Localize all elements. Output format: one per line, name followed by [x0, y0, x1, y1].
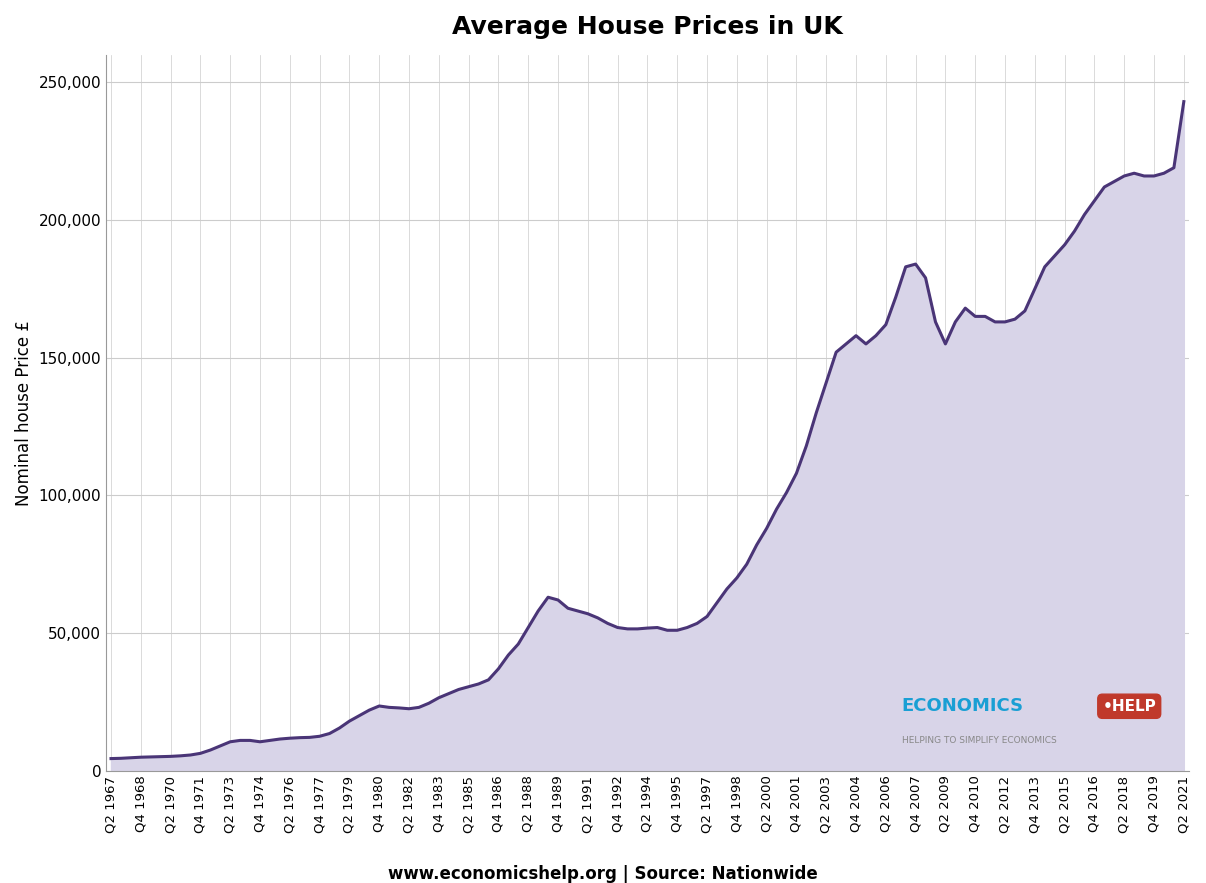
Text: HELPING TO SIMPLIFY ECONOMICS: HELPING TO SIMPLIFY ECONOMICS [902, 736, 1056, 745]
Text: ECONOMICS: ECONOMICS [902, 698, 1024, 715]
Text: www.economicshelp.org | Source: Nationwide: www.economicshelp.org | Source: Nationwi… [388, 864, 818, 883]
Y-axis label: Nominal house Price £: Nominal house Price £ [14, 320, 33, 506]
Title: Average House Prices in UK: Average House Prices in UK [452, 15, 843, 39]
Text: •HELP: •HELP [1102, 698, 1157, 713]
